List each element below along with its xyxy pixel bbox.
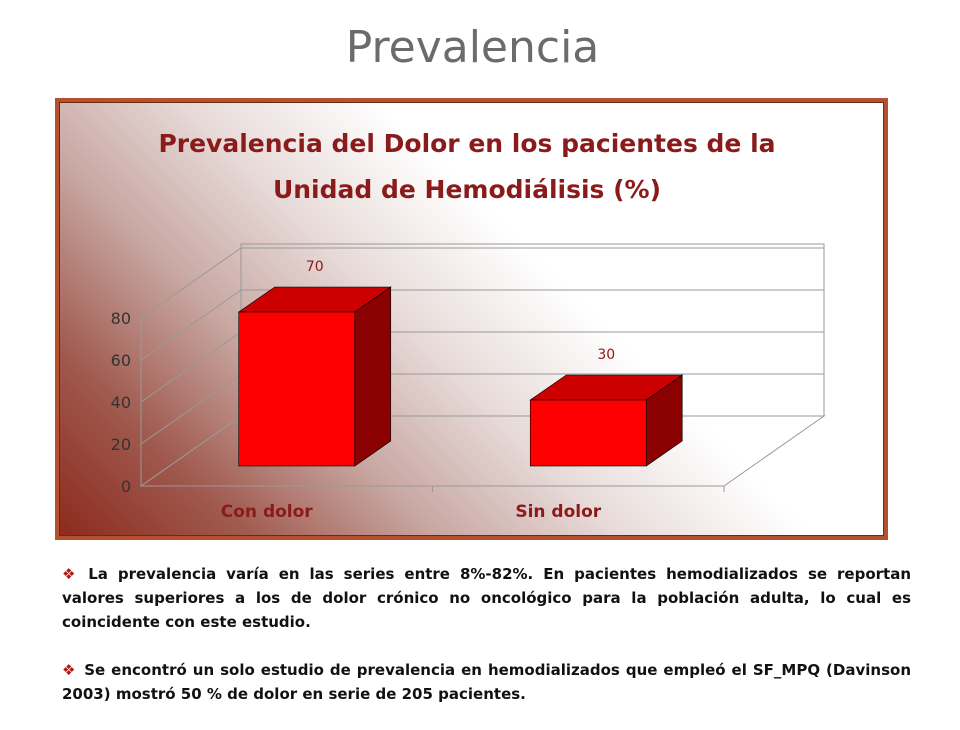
gridline-side (140, 331, 242, 403)
x-tick-label: Sin dolor (515, 502, 601, 522)
y-tick-label: 80 (111, 309, 131, 328)
x-tick-label: Con dolor (221, 502, 314, 522)
bullet-text: Se encontró un solo estudio de prevalenc… (62, 661, 911, 703)
data-label: 70 (306, 259, 324, 275)
gridline-side (140, 247, 242, 319)
y-tick-label: 20 (111, 435, 131, 454)
gridline-side (140, 373, 242, 445)
bar-front (238, 311, 356, 467)
bar-front (529, 399, 647, 467)
gridline-side (140, 415, 242, 487)
bullet-item: ❖ Se encontró un solo estudio de prevalen… (62, 658, 911, 706)
bullet-item: ❖ La prevalencia varía en las series entr… (62, 562, 911, 634)
y-tick-label: 60 (111, 351, 131, 370)
bullet-list: ❖ La prevalencia varía en las series entr… (62, 562, 911, 730)
data-label: 30 (597, 347, 615, 363)
y-axis: 0 20 40 60 80 (111, 309, 131, 496)
chart-title-line: Prevalencia del Dolor en los pacientes d… (158, 129, 775, 158)
bar-side (354, 286, 392, 467)
gridline-side (140, 289, 242, 361)
bar-sin-dolor (529, 374, 684, 467)
bar-chart: Prevalencia del Dolor en los pacientes d… (111, 129, 826, 522)
bars: 70 30 (237, 259, 684, 467)
x-axis: Con dolor Sin dolor (221, 486, 725, 522)
diamond-bullet-icon: ❖ (62, 565, 81, 583)
y-tick-label: 40 (111, 393, 131, 412)
bar-con-dolor (237, 286, 392, 467)
y-tick-label: 0 (121, 477, 131, 496)
bullet-text: La prevalencia varía en las series entre… (62, 565, 912, 631)
chart-title-line: Unidad de Hemodiálisis (%) (273, 175, 661, 204)
slide-title: Prevalencia (345, 22, 600, 73)
chart-frame: Prevalencia del Dolor en los pacientes d… (55, 98, 888, 540)
diamond-bullet-icon: ❖ (62, 661, 77, 679)
chart-title: Prevalencia del Dolor en los pacientes d… (158, 129, 775, 204)
